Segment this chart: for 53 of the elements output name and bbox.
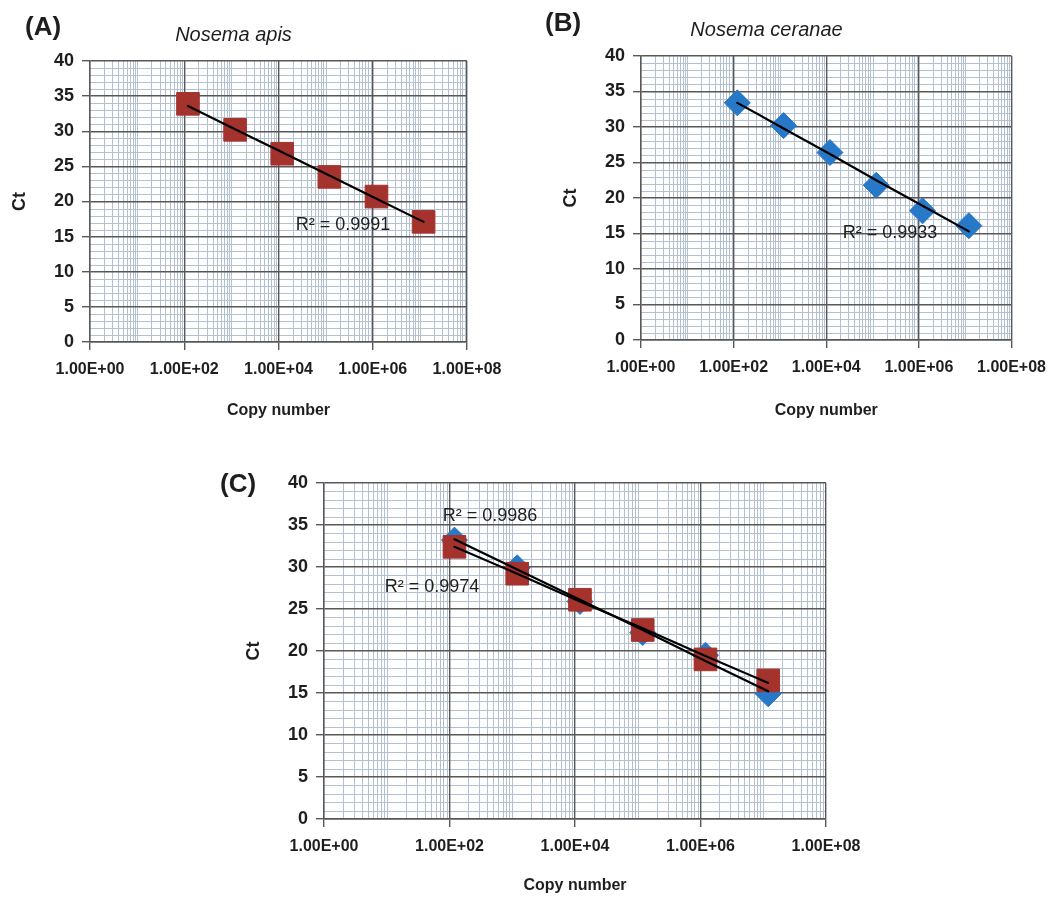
text: (B) [545, 7, 582, 38]
x-tick-label: 1.00E+00 [289, 837, 359, 855]
x-tick-label: 1.00E+00 [55, 360, 125, 378]
y-tick-label: 10 [287, 723, 308, 744]
x-tick-label: 1.00E+02 [149, 360, 219, 378]
y-tick-label: 25 [604, 151, 625, 172]
x-axis-title: Copy number [774, 400, 878, 418]
text: (A) [25, 11, 62, 42]
y-tick-label: 5 [297, 765, 308, 786]
y-tick-label: 30 [287, 555, 308, 576]
y-tick-label: 10 [53, 260, 74, 281]
y-tick-label: 0 [614, 328, 625, 349]
y-tick-label: 35 [53, 85, 74, 106]
y-tick-label: 15 [604, 222, 625, 243]
y-tick-label: 35 [604, 80, 625, 101]
y-tick-label: 15 [53, 225, 74, 246]
x-tick-label: 1.00E+06 [666, 837, 736, 855]
y-tick-label: 20 [287, 639, 308, 660]
x-tick-label: 1.00E+06 [338, 360, 408, 378]
x-axis-title: Copy number [226, 400, 331, 418]
x-tick-label: 1.00E+04 [244, 360, 314, 378]
y-tick-label: 5 [63, 295, 74, 316]
y-axis-title: Ct [8, 192, 29, 211]
y-tick-label: 10 [604, 257, 625, 278]
y-tick-label: 40 [604, 44, 625, 65]
y-axis-title: Ct [242, 641, 263, 661]
y-tick-label: 20 [604, 186, 625, 207]
x-tick-label: 1.00E+08 [791, 837, 861, 855]
y-tick-label: 35 [287, 513, 308, 534]
x-axis-title: Copy number [523, 875, 627, 893]
x-tick-label: 1.00E+08 [432, 360, 502, 378]
chart-title: Nosema ceranae [690, 17, 843, 40]
x-tick-label: 1.00E+02 [699, 358, 769, 376]
text: (C) [220, 468, 257, 499]
x-tick-label: 1.00E+02 [415, 837, 485, 855]
y-tick-label: 40 [53, 49, 74, 70]
y-axis-title: Ct [559, 188, 580, 208]
x-tick-label: 1.00E+04 [540, 837, 610, 855]
chart-title: Nosema apis [175, 22, 292, 45]
y-tick-label: 30 [53, 120, 74, 141]
y-tick-label: 0 [297, 807, 308, 828]
y-tick-label: 40 [287, 471, 308, 492]
x-tick-label: 1.00E+06 [884, 358, 954, 376]
x-tick-label: 1.00E+04 [791, 358, 861, 376]
y-tick-label: 15 [287, 681, 308, 702]
y-tick-label: 25 [53, 155, 74, 176]
y-tick-label: 5 [614, 293, 625, 314]
y-tick-label: 30 [604, 115, 625, 136]
y-tick-label: 20 [53, 190, 74, 211]
x-tick-label: 1.00E+08 [977, 358, 1047, 376]
y-tick-label: 25 [287, 597, 308, 618]
y-tick-label: 0 [63, 330, 74, 351]
x-tick-label: 1.00E+00 [606, 358, 676, 376]
